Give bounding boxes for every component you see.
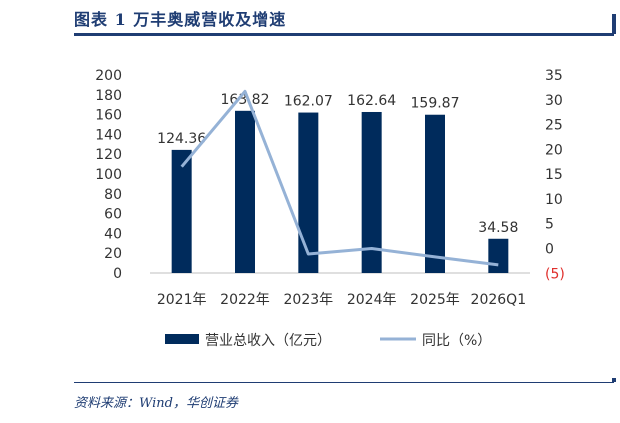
x-tick-label: 2026Q1 xyxy=(471,292,527,308)
source-note: 资料来源：Wind，华创证券 xyxy=(74,396,238,411)
right-tick-label: 25 xyxy=(545,118,563,134)
bar-value-label: 159.87 xyxy=(411,96,460,112)
left-tick-label: 40 xyxy=(104,226,122,242)
legend-bar-label: 营业总收入（亿元） xyxy=(205,333,331,349)
bar-value-label: 124.36 xyxy=(157,131,206,147)
bar-series xyxy=(171,110,509,274)
edge-decoration-bottom xyxy=(612,378,616,382)
left-tick-label: 200 xyxy=(95,68,122,84)
x-tick-label: 2024年 xyxy=(347,292,397,308)
bar xyxy=(361,111,382,274)
yoy-growth-line xyxy=(180,89,499,267)
x-tick-label: 2023年 xyxy=(284,292,334,308)
right-tick-label: 0 xyxy=(545,242,554,258)
left-tick-label: 0 xyxy=(113,266,122,282)
figure-title: 图表 1 万丰奥威营收及增速 xyxy=(74,10,287,29)
legend-line-label: 同比（%） xyxy=(422,333,491,349)
left-tick-label: 80 xyxy=(104,187,122,203)
bar-value-label: 162.07 xyxy=(284,94,333,110)
legend: 营业总收入（亿元） 同比（%） xyxy=(165,333,491,349)
left-tick-label: 140 xyxy=(95,127,122,143)
right-tick-label: 15 xyxy=(545,167,563,183)
right-tick-label: 5 xyxy=(545,217,554,233)
bar xyxy=(298,112,319,274)
source-rule xyxy=(74,382,614,383)
x-tick-label: 2025年 xyxy=(410,292,460,308)
right-tick-label: 30 xyxy=(545,93,563,109)
x-axis: 2021年 2022年 2023年 2024年 2025年 2026Q1 xyxy=(157,292,526,308)
left-tick-label: 20 xyxy=(104,246,122,262)
x-tick-label: 2022年 xyxy=(220,292,270,308)
title-rule xyxy=(74,33,614,36)
bar xyxy=(171,149,192,273)
bar xyxy=(235,110,255,273)
left-tick-label: 60 xyxy=(104,207,122,223)
left-tick-label: 160 xyxy=(95,108,122,124)
right-axis: 35 30 25 20 15 10 5 0 (5) xyxy=(545,68,565,282)
right-tick-label: 35 xyxy=(545,68,563,84)
right-tick-label: 10 xyxy=(545,192,563,208)
edge-decoration xyxy=(612,14,616,34)
left-tick-label: 100 xyxy=(95,167,122,183)
left-tick-label: 180 xyxy=(95,88,122,104)
right-tick-label: 20 xyxy=(545,142,563,158)
bar xyxy=(425,114,445,273)
right-tick-label: (5) xyxy=(545,266,565,282)
x-tick-label: 2021年 xyxy=(157,292,207,308)
legend-bar-swatch xyxy=(165,334,199,344)
bar xyxy=(488,238,509,273)
bar-value-label: 34.58 xyxy=(478,220,518,236)
bar-value-label: 162.64 xyxy=(347,93,396,109)
left-tick-label: 120 xyxy=(95,147,122,163)
